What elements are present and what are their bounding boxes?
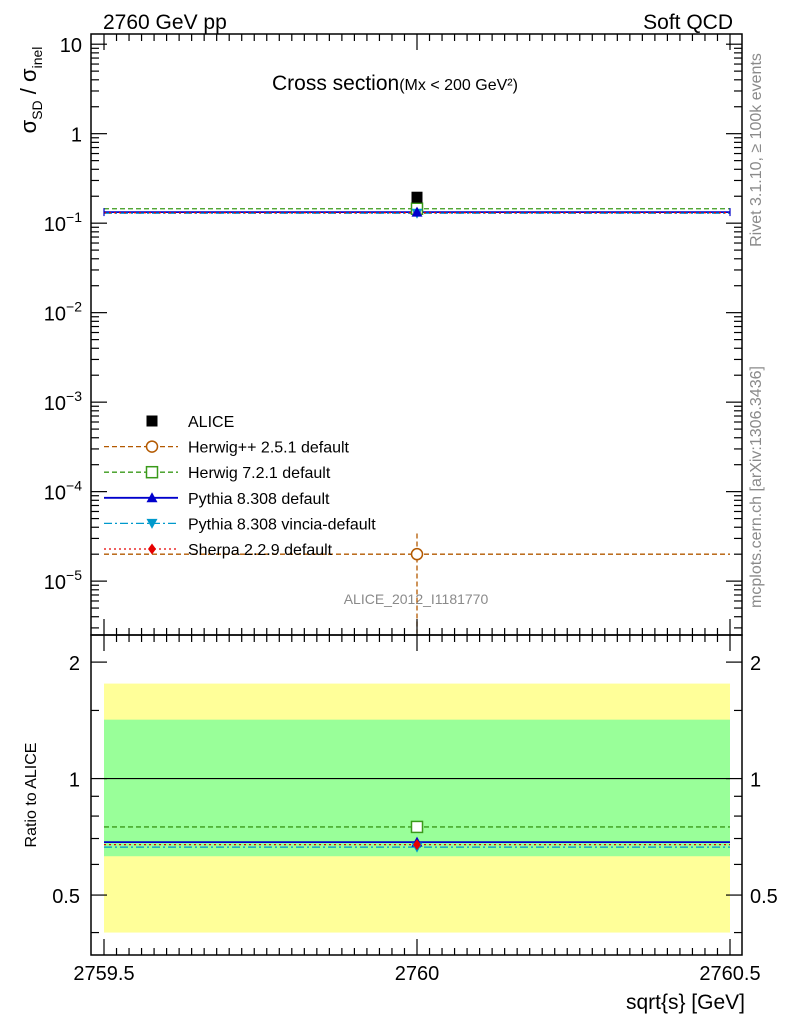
rivet-label: Rivet 3.1.10, ≥ 100k events: [748, 53, 765, 247]
legend-label-1: Herwig++ 2.5.1 default: [188, 440, 350, 457]
y-tick-label-2: 10−3: [44, 388, 82, 415]
ratio-y-tick-left-1: 1: [69, 770, 80, 792]
analysis-id: ALICE_2012_I1181770: [344, 591, 489, 607]
energy-label: 2760 GeV pp: [103, 11, 227, 34]
main-marker-3: [411, 206, 423, 217]
ratio-marker-3: [413, 839, 421, 851]
ylabel-sigma-2: σ: [16, 68, 41, 82]
ylabel-sigma-1: σ: [16, 119, 41, 133]
ratio-y-tick-right-1: 1: [750, 770, 761, 792]
legend-label-5: Sherpa 2.2.9 default: [188, 542, 333, 559]
process-label: Soft QCD: [643, 11, 733, 34]
x-tick-label-0: 2759.5: [73, 963, 134, 985]
ratio-ylabel: Ratio to ALICE: [23, 743, 40, 848]
ratio-marker-0: [410, 820, 424, 834]
y-tick-label-0: 10−5: [44, 567, 82, 594]
ylabel-sub-inel: inel: [29, 47, 45, 69]
x-tick-label-1: 2760: [395, 963, 440, 985]
ratio-y-tick-left-0: 0.5: [52, 886, 80, 908]
ratio-y-tick-left-2: 2: [69, 653, 80, 675]
legend-label-2: Herwig 7.2.1 default: [188, 465, 331, 482]
data-markers: [410, 191, 424, 853]
x-axis-label: sqrt{s} [GeV]: [626, 991, 745, 1014]
ratio-bands: [104, 683, 730, 933]
ratio-y-tick-right-0: 0.5: [750, 886, 778, 908]
legend-label-3: Pythia 8.308 default: [188, 491, 330, 508]
mcplots-label: mcplots.cern.ch [arXiv:1306.3436]: [748, 366, 765, 608]
axis-ticks: 10−5 10−4 10−3 10−2 10−1 1 10 2759.5 2760 2760.5 0…: [44, 34, 778, 985]
legend-marker-5: [148, 543, 156, 555]
main-title-note: (Mx < 200 GeV²): [399, 77, 518, 94]
legend-marker-0: [146, 415, 158, 427]
ylabel-sub-sd: SD: [29, 100, 45, 119]
y-tick-label-3: 10−2: [44, 299, 82, 326]
main-title: Cross section(Mx < 200 GeV²): [272, 72, 518, 95]
main-ylabel: σSD / σinel: [16, 47, 45, 134]
legend-label-0: ALICE: [188, 414, 234, 431]
main-title-text: Cross section: [272, 72, 399, 95]
y-tick-label-1: 10−4: [44, 478, 82, 505]
main-marker-1: [410, 547, 424, 561]
y-tick-label-6: 10: [60, 35, 82, 57]
x-tick-label-2: 2760.5: [699, 963, 760, 985]
ratio-band-1sigma: [104, 719, 730, 857]
y-tick-label-5: 1: [71, 125, 82, 147]
ratio-y-tick-right-2: 2: [750, 653, 761, 675]
y-tick-label-4: 10−1: [44, 209, 82, 236]
legend-marker-2: [145, 465, 159, 479]
main-marker-0: [411, 191, 423, 203]
legend-marker-3: [146, 492, 158, 503]
legend-marker-1: [145, 440, 159, 453]
legend-label-4: Pythia 8.308 vincia-default: [188, 516, 376, 533]
legend: ALICE Herwig++ 2.5.1 default Herwig 7.2.1 …: [104, 414, 376, 559]
ylabel-slash: /: [16, 82, 41, 100]
legend-marker-4: [146, 518, 158, 529]
